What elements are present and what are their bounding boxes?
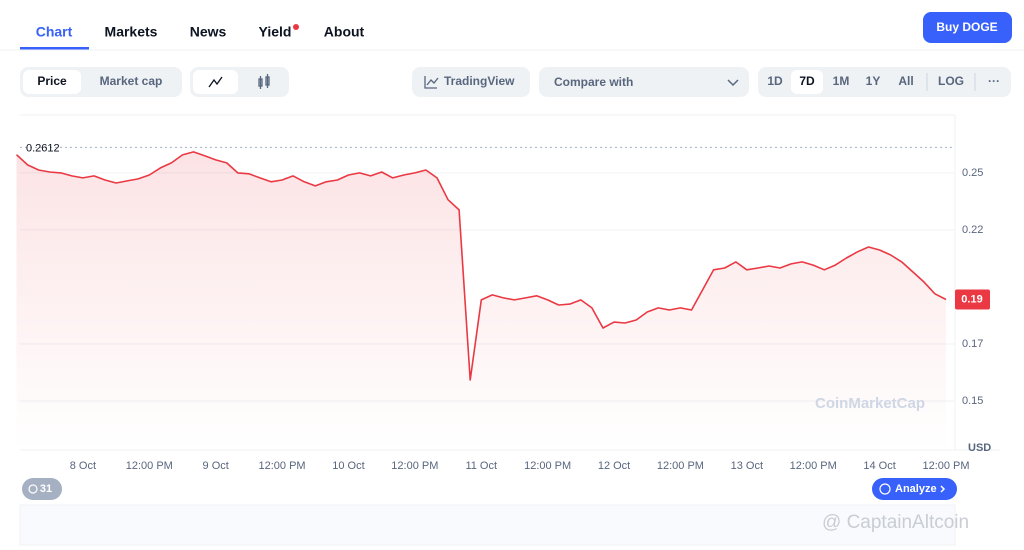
y-tick-label: 0.15: [962, 395, 983, 407]
buy-label[interactable]: Buy DOGE: [936, 20, 997, 34]
analyze-button[interactable]: [872, 478, 957, 500]
toggle[interactable]: Price: [37, 74, 67, 88]
tab[interactable]: News: [190, 24, 227, 40]
x-tick-label: 11 Oct: [465, 460, 497, 472]
tradingview-label[interactable]: TradingView: [444, 74, 515, 88]
tab[interactable]: Markets: [105, 24, 158, 40]
range-active[interactable]: [791, 70, 823, 94]
last-price-label: 0.19: [961, 293, 982, 305]
x-tick-label: 10 Oct: [332, 460, 364, 472]
tradingview-button[interactable]: [412, 67, 530, 97]
x-tick-label: 12:00 PM: [259, 460, 306, 472]
range[interactable]: 1M: [833, 74, 850, 88]
y-tick-label: 0.17: [962, 338, 983, 350]
compare-dropdown[interactable]: [539, 67, 749, 97]
tv-icon: [424, 76, 437, 89]
y-tick-label: 0.22: [962, 224, 983, 236]
x-tick-label: 12:00 PM: [524, 460, 571, 472]
toggle[interactable]: Market cap: [100, 74, 163, 88]
x-tick-label: 12 Oct: [598, 460, 630, 472]
tab-underline: [20, 47, 89, 50]
tab[interactable]: Yield: [259, 24, 292, 40]
x-tick-label: 12:00 PM: [922, 460, 969, 472]
tab[interactable]: About: [324, 24, 365, 40]
x-tick-label: 14 Oct: [863, 460, 895, 472]
x-tick-label: 12:00 PM: [657, 460, 704, 472]
unit-label: USD: [968, 442, 991, 454]
analyze-chevron: [940, 485, 946, 493]
x-tick-label: 12:00 PM: [391, 460, 438, 472]
watermark: CoinMarketCap: [815, 395, 925, 412]
range[interactable]: 1Y: [866, 74, 881, 88]
chevron: [727, 79, 739, 87]
alerts-count[interactable]: 31: [40, 483, 52, 495]
last-price-tag: [955, 289, 990, 310]
alerts-icon: [28, 484, 38, 494]
analyze-label[interactable]: Analyze: [895, 483, 937, 495]
x-tick-label: 12:00 PM: [126, 460, 173, 472]
range[interactable]: All: [898, 74, 913, 88]
x-tick-label: 9 Oct: [203, 460, 229, 472]
alerts-badge[interactable]: [22, 478, 62, 500]
price-line: [15, 151, 947, 381]
analyze-icon: [879, 483, 891, 495]
log-toggle[interactable]: LOG: [938, 74, 964, 88]
x-tick-label: 12:00 PM: [790, 460, 837, 472]
max-price-label: 0.2612: [26, 142, 60, 154]
buy-button[interactable]: [923, 12, 1012, 43]
tab[interactable]: Chart: [36, 24, 73, 40]
plot: 0.19: [15, 151, 990, 450]
navigator[interactable]: [19, 504, 956, 546]
candle-icon[interactable]: [258, 74, 270, 89]
toggle-active[interactable]: [23, 70, 81, 94]
x-tick-label: 8 Oct: [70, 460, 96, 472]
range[interactable]: 1D: [767, 74, 783, 88]
line-icon: [208, 76, 223, 88]
badge-dot: [293, 24, 299, 30]
range[interactable]: 7D: [799, 74, 815, 88]
compare-label[interactable]: Compare with: [554, 75, 633, 89]
credit: @ CaptainAltcoin: [822, 512, 969, 533]
more-button[interactable]: ···: [988, 74, 1000, 88]
x-tick-label: 13 Oct: [731, 460, 763, 472]
tv-icon: [426, 77, 439, 86]
y-tick-label: 0.25: [962, 167, 983, 179]
